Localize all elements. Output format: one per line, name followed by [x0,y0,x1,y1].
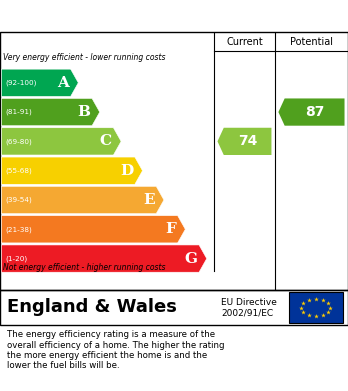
Text: Very energy efficient - lower running costs: Very energy efficient - lower running co… [3,53,166,62]
Text: (39-54): (39-54) [6,197,32,203]
Text: (81-91): (81-91) [6,109,32,115]
Text: EU Directive
2002/91/EC: EU Directive 2002/91/EC [221,298,277,317]
Text: E: E [143,193,155,207]
Bar [289,292,343,323]
Text: The energy efficiency rating is a measure of the
overall efficiency of a home. T: The energy efficiency rating is a measur… [7,330,224,371]
Text: C: C [100,135,112,148]
Text: England & Wales: England & Wales [7,298,177,316]
Polygon shape [1,245,207,272]
Text: F: F [165,222,176,236]
Text: A: A [57,76,69,90]
Text: Energy Efficiency Rating: Energy Efficiency Rating [69,9,279,23]
Text: D: D [120,164,133,178]
Text: G: G [184,251,197,265]
Text: B: B [77,105,90,119]
Text: (21-38): (21-38) [6,226,32,233]
Polygon shape [1,187,164,213]
Text: (55-68): (55-68) [6,167,32,174]
Text: Current: Current [226,37,263,47]
Text: Not energy efficient - higher running costs: Not energy efficient - higher running co… [3,263,166,272]
Polygon shape [218,128,271,155]
Polygon shape [278,99,345,126]
Text: 87: 87 [305,105,325,119]
Text: Potential: Potential [290,37,333,47]
Polygon shape [1,69,78,97]
Text: (92-100): (92-100) [6,79,37,86]
Polygon shape [1,128,121,155]
Text: (1-20): (1-20) [6,255,28,262]
Polygon shape [1,99,100,126]
Polygon shape [1,157,142,184]
Polygon shape [1,216,185,243]
Text: 74: 74 [238,135,258,148]
Text: (69-80): (69-80) [6,138,32,145]
